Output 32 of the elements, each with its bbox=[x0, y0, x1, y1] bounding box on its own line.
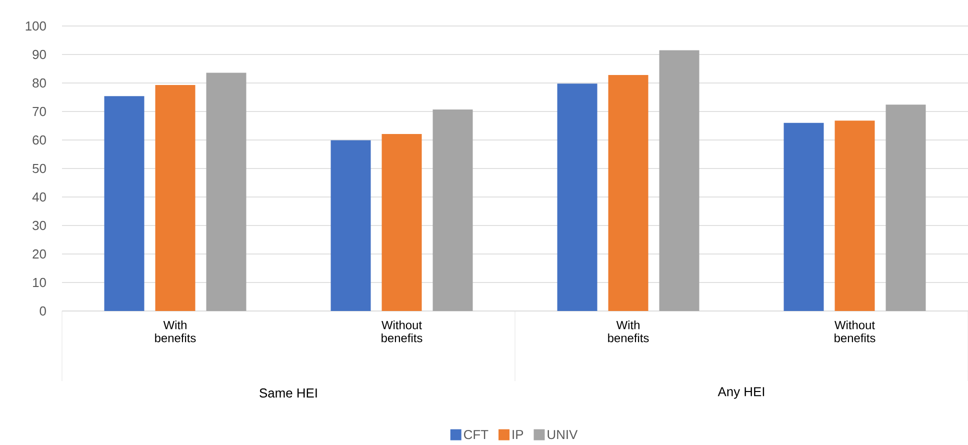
y-tick-label: 90 bbox=[32, 50, 46, 60]
y-tick-label: 40 bbox=[32, 192, 46, 202]
y-tick-label: 100 bbox=[26, 21, 46, 31]
bar bbox=[608, 75, 648, 311]
bar bbox=[330, 140, 371, 311]
y-tick-label: 10 bbox=[33, 278, 46, 288]
bar bbox=[784, 122, 824, 311]
text: Any HEI bbox=[718, 387, 764, 399]
text: Same HEI bbox=[260, 388, 317, 398]
bar bbox=[432, 110, 473, 311]
x-tick-label: Without benefits bbox=[382, 320, 422, 342]
y-tick-label: 20 bbox=[32, 249, 46, 259]
bar bbox=[557, 84, 598, 311]
legend-label: IP bbox=[512, 430, 524, 439]
y-tick-label: 60 bbox=[32, 135, 46, 145]
legend-label: UNIV bbox=[548, 430, 578, 440]
bar bbox=[382, 134, 422, 311]
bar bbox=[834, 120, 875, 311]
bar bbox=[104, 96, 144, 311]
y-tick-label: 0 bbox=[40, 306, 46, 316]
x-tick-label: Without benefits bbox=[834, 320, 876, 342]
x-tick-label: With benefits bbox=[155, 320, 196, 342]
x-tick-label: With benefits bbox=[608, 320, 649, 342]
y-tick-label: 50 bbox=[32, 164, 46, 174]
bar bbox=[206, 72, 246, 311]
y-tick-label: 30 bbox=[32, 220, 46, 230]
bar bbox=[155, 84, 196, 311]
bar bbox=[659, 50, 700, 311]
y-tick-label: 80 bbox=[32, 78, 46, 88]
legend-label: CFT bbox=[464, 430, 488, 440]
bar bbox=[886, 104, 926, 311]
y-tick-label: 70 bbox=[32, 106, 46, 116]
